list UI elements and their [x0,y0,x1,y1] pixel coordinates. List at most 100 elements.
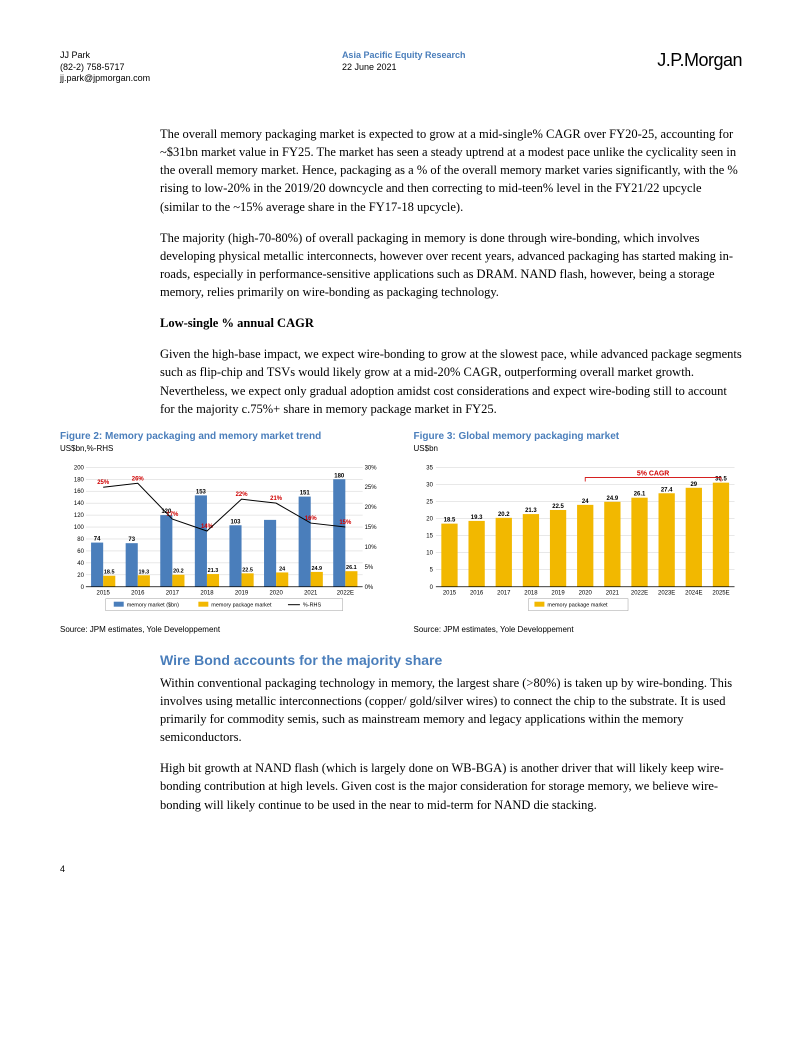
svg-text:160: 160 [74,489,85,495]
chart-1-title: Figure 2: Memory packaging and memory ma… [60,431,389,442]
chart-1-wrap: Figure 2: Memory packaging and memory ma… [60,431,389,634]
svg-text:0%: 0% [365,585,374,591]
paragraph-2: The majority (high-70-80%) of overall pa… [160,229,742,302]
report-date: 22 June 2021 [342,62,466,74]
svg-text:2024E: 2024E [685,591,702,597]
svg-text:2016: 2016 [131,591,145,597]
svg-text:35: 35 [426,465,433,471]
chart-1-svg: 0204060801001201401601802000%5%10%15%20%… [60,457,389,617]
header-author-block: JJ Park (82-2) 758-5717 jj.park@jpmorgan… [60,50,150,85]
svg-text:2018: 2018 [524,591,538,597]
svg-text:24.9: 24.9 [311,566,322,572]
svg-text:0: 0 [81,585,85,591]
author-phone: (82-2) 758-5717 [60,62,150,74]
svg-text:60: 60 [77,549,84,555]
svg-text:24: 24 [279,566,286,572]
svg-text:22.5: 22.5 [552,504,564,510]
svg-text:103: 103 [231,519,242,525]
svg-text:26.1: 26.1 [633,492,645,498]
page: JJ Park (82-2) 758-5717 jj.park@jpmorgan… [0,0,802,914]
svg-text:2020: 2020 [269,591,283,597]
section-heading-wirebond: Wire Bond accounts for the majority shar… [160,652,742,668]
svg-text:22%: 22% [236,492,249,498]
svg-text:24: 24 [581,499,588,505]
svg-text:21.3: 21.3 [208,568,219,574]
svg-text:24.9: 24.9 [606,496,618,502]
svg-text:5% CAGR: 5% CAGR [636,470,668,477]
svg-text:2017: 2017 [497,591,511,597]
page-number: 4 [60,864,742,874]
svg-text:2015: 2015 [97,591,111,597]
svg-text:10%: 10% [365,545,378,551]
svg-text:2025E: 2025E [712,591,729,597]
svg-text:2019: 2019 [551,591,565,597]
svg-text:2015: 2015 [442,591,456,597]
svg-text:30: 30 [426,482,433,488]
svg-text:2021: 2021 [304,591,318,597]
svg-text:30%: 30% [365,465,378,471]
svg-text:19.3: 19.3 [470,515,482,521]
svg-text:20%: 20% [365,505,378,511]
svg-text:2017: 2017 [166,591,180,597]
department: Asia Pacific Equity Research [342,50,466,62]
svg-text:2020: 2020 [578,591,592,597]
svg-text:18.5: 18.5 [443,517,455,523]
svg-text:2016: 2016 [469,591,483,597]
body-area: The overall memory packaging market is e… [160,125,742,418]
svg-text:73: 73 [128,537,135,543]
svg-text:18.5: 18.5 [104,570,115,576]
svg-text:200: 200 [74,465,85,471]
svg-text:74: 74 [94,536,101,542]
chart-2-source: Source: JPM estimates, Yole Developpemen… [414,625,743,634]
svg-text:%-RHS: %-RHS [303,602,322,608]
svg-text:memory market ($bn): memory market ($bn) [127,602,179,608]
svg-text:25%: 25% [365,485,378,491]
chart-2-title: Figure 3: Global memory packaging market [414,431,743,442]
svg-text:80: 80 [77,537,84,543]
svg-text:21.3: 21.3 [525,508,537,514]
author-name: JJ Park [60,50,150,62]
svg-text:15%: 15% [339,520,352,526]
svg-text:2018: 2018 [200,591,214,597]
svg-text:20.2: 20.2 [173,569,184,575]
paragraph-3: Given the high-base impact, we expect wi… [160,345,742,418]
svg-text:15: 15 [426,533,433,539]
svg-text:2022E: 2022E [337,591,354,597]
author-email: jj.park@jpmorgan.com [60,73,150,85]
svg-text:180: 180 [74,477,85,483]
svg-text:25%: 25% [97,480,110,486]
svg-text:26%: 26% [132,476,145,482]
svg-text:0: 0 [429,585,433,591]
svg-text:15%: 15% [365,525,378,531]
header-dept-block: Asia Pacific Equity Research 22 June 202… [342,50,466,73]
svg-text:40: 40 [77,561,84,567]
chart-2-wrap: Figure 3: Global memory packaging market… [414,431,743,634]
svg-text:5%: 5% [365,565,374,571]
svg-text:100: 100 [74,525,85,531]
chart-1-subtitle: US$bn,%-RHS [60,444,389,453]
svg-text:memory package market: memory package market [211,602,272,608]
jpmorgan-logo: J.P.Morgan [657,50,742,71]
svg-text:180: 180 [334,473,345,479]
paragraph-1: The overall memory packaging market is e… [160,125,742,216]
svg-text:2022E: 2022E [630,591,647,597]
svg-text:5: 5 [429,568,433,574]
chart-1-source: Source: JPM estimates, Yole Developpemen… [60,625,389,634]
body-area-2: Wire Bond accounts for the majority shar… [160,652,742,814]
svg-text:2019: 2019 [235,591,249,597]
svg-text:151: 151 [300,490,311,496]
svg-text:29: 29 [690,482,697,488]
svg-text:120: 120 [74,513,85,519]
paragraph-5: High bit growth at NAND flash (which is … [160,759,742,813]
svg-text:2023E: 2023E [658,591,675,597]
svg-text:memory package market: memory package market [547,602,608,608]
svg-text:27.4: 27.4 [660,487,672,493]
chart-2-subtitle: US$bn [414,444,743,453]
svg-text:26.1: 26.1 [346,565,357,571]
svg-text:140: 140 [74,501,85,507]
svg-text:20: 20 [426,516,433,522]
svg-text:20.2: 20.2 [497,512,509,518]
svg-text:10: 10 [426,550,433,556]
subheading-cagr: Low-single % annual CAGR [160,314,742,332]
svg-text:22.5: 22.5 [242,567,253,573]
